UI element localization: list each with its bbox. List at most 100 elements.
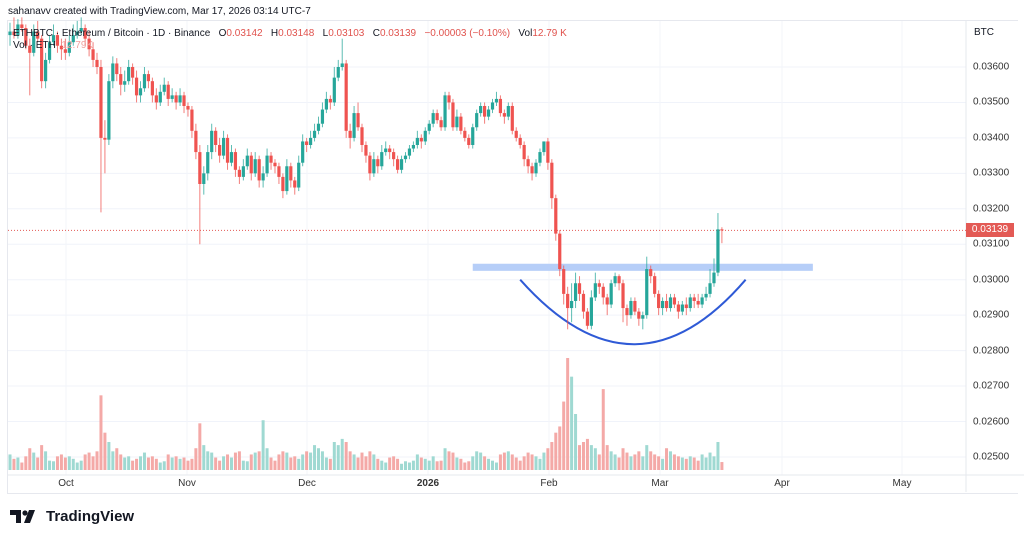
volume-bar (447, 451, 451, 470)
candle-body (431, 113, 435, 124)
candle-body (59, 45, 64, 50)
volume-bar (550, 442, 554, 470)
volume-bar (609, 451, 613, 470)
candle-body (328, 98, 332, 103)
volume-bar (67, 456, 71, 470)
tradingview-logo[interactable]: TradingView (10, 508, 134, 525)
candle-body (463, 130, 467, 138)
volume-bar (463, 462, 467, 470)
candle-body (716, 229, 720, 273)
price-tick-label: 0.02600 (973, 416, 1010, 427)
volume-bar (214, 457, 218, 470)
volume-bar (364, 456, 368, 470)
candle-body (395, 159, 400, 170)
price-axis-unit[interactable]: BTC (968, 25, 1016, 41)
volume-bar (249, 454, 253, 470)
volume-bar (40, 445, 44, 470)
volume-bar (676, 456, 680, 470)
volume-bar (621, 448, 625, 470)
candle-body (629, 300, 633, 316)
volume-bar (404, 461, 407, 470)
candle-body (75, 31, 79, 36)
candle-body (506, 105, 510, 117)
volume-bar (708, 452, 712, 470)
candle-body (676, 304, 680, 312)
candle-body (712, 272, 716, 284)
volume-bar (419, 457, 423, 470)
price-tick-label: 0.03600 (973, 61, 1010, 73)
candle-body (439, 120, 443, 128)
candle-body (103, 137, 107, 140)
volume-bar (281, 451, 285, 470)
volume-bar (680, 457, 684, 470)
candle-body (657, 293, 661, 309)
time-tick-oct: Oct (58, 478, 74, 489)
volume-bar (44, 451, 48, 470)
volume-bar (522, 456, 526, 470)
candle-body (233, 152, 238, 170)
volume-bar (498, 454, 502, 470)
price-tick-label: 0.02900 (973, 309, 1010, 321)
price-tick-label: 0.03100 (973, 238, 1010, 250)
volume-series-name[interactable]: Vol · ETH (13, 40, 56, 51)
candle-body (573, 283, 578, 301)
candle-body (479, 105, 483, 114)
volume-bar (475, 451, 479, 470)
volume-bar (340, 438, 344, 470)
candle-body (8, 31, 12, 36)
volume-bar (692, 457, 696, 470)
candle-body (150, 81, 154, 96)
volume-bar (142, 452, 146, 470)
volume-bar (229, 457, 233, 470)
high-label: H (270, 28, 279, 39)
volume-bar (380, 460, 384, 470)
volume-bar (514, 457, 518, 470)
candle-body (134, 77, 139, 96)
volume-bar (12, 458, 16, 470)
volume-bar (83, 454, 87, 470)
candle-body (621, 283, 625, 309)
candle-body (700, 297, 704, 305)
candle-body (688, 297, 692, 309)
candle-body (392, 152, 396, 160)
symbol-name[interactable]: ETHBTC · Ethereum / Bitcoin · 1D · Binan… (13, 28, 211, 39)
price-tick-label: 0.02500 (973, 451, 1010, 463)
candle-body (534, 162, 538, 174)
time-tick-apr: Apr (774, 478, 790, 489)
volume-bar (479, 452, 483, 470)
candle-body (435, 113, 439, 121)
volume-bar (665, 448, 669, 470)
volume-bar (111, 451, 115, 470)
candle-body (312, 130, 317, 138)
candle-body (47, 42, 52, 60)
candle-body (684, 304, 688, 309)
volume-bar (435, 461, 439, 470)
candle-body (158, 91, 162, 103)
volume-bar (170, 457, 174, 470)
volume-bar (324, 457, 328, 470)
candle-body (237, 169, 241, 177)
candle-body (324, 98, 328, 110)
volume-bar (186, 460, 190, 470)
candle-body (245, 155, 249, 167)
volume-bar (293, 456, 297, 470)
volume-bar (645, 445, 649, 470)
volume-bar (237, 451, 241, 470)
volume-bar (491, 460, 495, 470)
volume-bar (506, 451, 510, 470)
candle-body (63, 49, 67, 53)
candle-body (71, 35, 75, 43)
candle-body (261, 173, 265, 181)
volume-bar (28, 448, 32, 470)
volume-bar (352, 454, 356, 470)
volume-bar (107, 442, 111, 470)
volume-bar (562, 401, 566, 470)
volume-bar (16, 457, 20, 470)
candle-body (423, 130, 427, 142)
candle-body (24, 28, 28, 46)
symbol-legend: ETHBTC · Ethereum / Bitcoin · 1D · Binan… (13, 27, 567, 40)
candle-body (585, 311, 590, 326)
candle-body (131, 67, 135, 78)
volume-bar (8, 454, 12, 470)
